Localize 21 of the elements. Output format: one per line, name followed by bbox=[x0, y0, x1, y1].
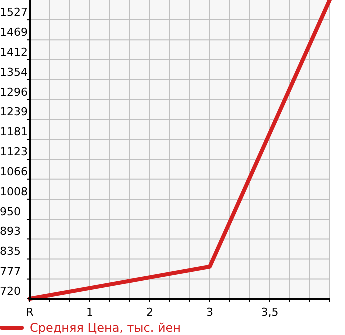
y-tick-label: 1527 bbox=[0, 6, 28, 20]
y-tick-label: 1239 bbox=[0, 106, 28, 119]
x-tick-label: 3,5 bbox=[261, 306, 279, 319]
y-tick-label: 835 bbox=[0, 245, 21, 258]
y-tick-label: 1123 bbox=[0, 146, 28, 159]
x-tick-label: R bbox=[26, 306, 34, 319]
y-tick-label: 720 bbox=[0, 285, 21, 298]
y-tick-label: 1296 bbox=[0, 86, 28, 99]
x-tick-label: 1 bbox=[86, 306, 94, 319]
y-tick-label: 950 bbox=[0, 205, 21, 218]
y-tick-label: 777 bbox=[0, 265, 21, 278]
x-tick-label: 3 bbox=[206, 306, 214, 319]
y-tick-label: 1181 bbox=[0, 126, 28, 139]
y-tick-label: 1008 bbox=[0, 185, 28, 198]
y-tick-label: 1066 bbox=[0, 165, 28, 178]
y-tick-label: 1412 bbox=[0, 46, 28, 59]
y-tick-label: 1354 bbox=[0, 66, 28, 79]
y-tick-label: 1469 bbox=[0, 26, 28, 40]
y-tick-label: 893 bbox=[0, 225, 21, 238]
legend-label: Средняя Цена, тыс. йен bbox=[30, 321, 182, 335]
x-tick-label: 2 bbox=[146, 306, 154, 319]
